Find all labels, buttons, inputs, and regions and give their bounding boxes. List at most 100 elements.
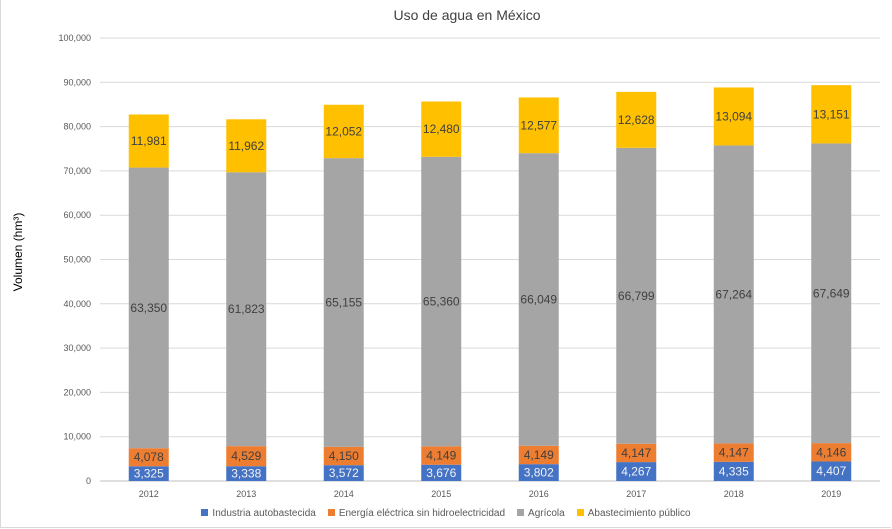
data-label: 13,094 <box>715 109 752 123</box>
data-label: 65,360 <box>423 295 460 309</box>
legend-swatch <box>517 508 525 516</box>
legend-swatch <box>327 508 335 516</box>
bar-segment <box>518 445 559 465</box>
legend-label: Agrícola <box>528 508 565 519</box>
x-tick-label: 2013 <box>236 489 256 499</box>
data-label: 4,147 <box>621 446 651 460</box>
bar-segment <box>811 461 852 481</box>
legend-swatch <box>576 508 584 516</box>
bar-segment <box>811 443 852 462</box>
y-tick-label: 50,000 <box>63 255 91 265</box>
bar-segment <box>323 158 364 447</box>
y-tick-label: 20,000 <box>63 387 91 397</box>
gridlines <box>100 37 880 482</box>
data-label: 13,151 <box>813 107 850 121</box>
bar-segment <box>226 119 267 173</box>
legend: Industria autobastecida Energía eléctrica… <box>0 508 892 519</box>
bar-segment <box>616 147 657 444</box>
bar-segment <box>421 156 462 447</box>
bar-segment <box>323 446 364 466</box>
x-tick-label: 2018 <box>724 489 744 499</box>
bar-segment <box>616 462 657 481</box>
legend-item: Abastecimiento público <box>576 508 691 519</box>
x-axis-ticks: 2012 2013 2014 2015 2016 2017 2018 2019 <box>139 489 842 499</box>
y-axis-ticks: 0 10,000 20,000 30,000 40,000 50,000 60,000 70,… <box>58 33 91 486</box>
y-tick-label: 40,000 <box>63 299 91 309</box>
data-label: 12,480 <box>423 122 460 136</box>
bar-segment <box>713 461 754 481</box>
bar-segment <box>128 167 169 449</box>
data-label: 12,052 <box>325 124 362 138</box>
y-tick-label: 80,000 <box>63 122 91 132</box>
data-label: 3,325 <box>134 467 164 481</box>
y-tick-label: 10,000 <box>63 432 91 442</box>
x-tick-label: 2019 <box>821 489 841 499</box>
data-label: 66,799 <box>618 289 655 303</box>
data-label: 3,802 <box>524 466 554 480</box>
bar-segment <box>128 466 169 481</box>
y-tick-label: 30,000 <box>63 343 91 353</box>
data-label: 4,335 <box>719 464 749 478</box>
bar-segment <box>128 114 169 168</box>
data-label: 61,823 <box>228 302 265 316</box>
x-tick-label: 2016 <box>529 489 549 499</box>
x-tick-label: 2015 <box>431 489 451 499</box>
legend-item: Industria autobastecida <box>201 508 316 519</box>
data-label: 3,338 <box>231 467 261 481</box>
bar-segment <box>518 97 559 154</box>
data-label: 12,628 <box>618 113 655 127</box>
bar-segment <box>518 153 559 446</box>
data-label: 4,529 <box>231 449 261 463</box>
bar-segment <box>226 466 267 481</box>
x-tick-label: 2017 <box>626 489 646 499</box>
legend-item: Energía eléctrica sin hidroelectricidad <box>327 508 506 519</box>
y-tick-label: 70,000 <box>63 166 91 176</box>
data-label: 67,649 <box>813 286 850 300</box>
bar-segment <box>421 101 462 157</box>
bar-segment <box>616 443 657 463</box>
chart-title: Uso de agua en México <box>393 7 540 23</box>
bar-segment <box>323 465 364 481</box>
data-label: 63,350 <box>130 301 167 315</box>
y-axis-label: Volumen (hm³) <box>11 213 25 292</box>
data-label: 4,150 <box>329 449 359 463</box>
bar-segment <box>518 464 559 481</box>
bar-segment <box>713 443 754 462</box>
data-label: 4,149 <box>524 448 554 462</box>
bar-segment <box>811 143 852 444</box>
y-tick-label: 0 <box>86 476 91 486</box>
bar-segment <box>421 464 462 481</box>
data-label: 4,078 <box>134 450 164 464</box>
data-label: 11,962 <box>228 139 264 153</box>
bar-segment <box>226 446 267 467</box>
data-label: 4,146 <box>816 445 846 459</box>
data-label: 4,267 <box>621 465 651 479</box>
data-label: 11,981 <box>131 134 167 148</box>
y-tick-label: 100,000 <box>58 33 91 43</box>
x-tick-label: 2012 <box>139 489 159 499</box>
legend-label: Energía eléctrica sin hidroelectricidad <box>338 508 506 519</box>
y-tick-label: 60,000 <box>63 210 91 220</box>
bar-segment <box>811 85 852 144</box>
bar-segment <box>226 172 267 447</box>
x-tick-label: 2014 <box>334 489 354 499</box>
bar-segment <box>323 104 364 159</box>
data-label: 4,149 <box>426 449 456 463</box>
legend-swatch <box>201 508 209 516</box>
data-label: 4,407 <box>816 464 846 478</box>
bar-segment <box>713 87 754 146</box>
bar-segment <box>421 446 462 465</box>
legend-item: Agrícola <box>517 508 565 519</box>
data-label: 66,049 <box>520 292 557 306</box>
bars: 3,325 4,078 63,350 11,981 3,338 4,529 61,823 11… <box>128 85 852 481</box>
data-label: 3,676 <box>426 466 456 480</box>
y-tick-label: 90,000 <box>63 77 91 87</box>
legend-label: Industria autobastecida <box>212 508 316 519</box>
data-label: 12,577 <box>520 118 557 132</box>
data-label: 3,572 <box>329 466 359 480</box>
data-label: 65,155 <box>325 295 362 309</box>
data-label: 67,264 <box>715 287 752 301</box>
legend-label: Abastecimiento público <box>587 508 691 519</box>
